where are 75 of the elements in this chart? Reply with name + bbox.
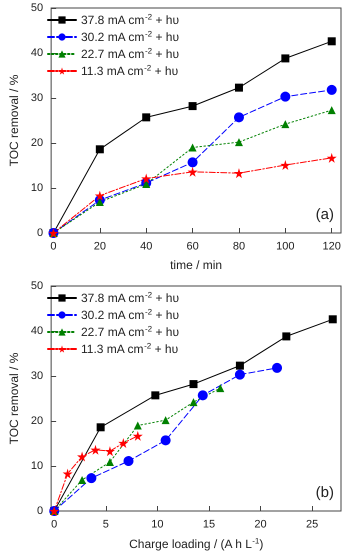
y-tick-label: 50	[30, 2, 44, 14]
point	[77, 452, 88, 462]
point	[94, 190, 105, 201]
y-tick-label: 0	[37, 227, 44, 239]
point	[106, 458, 114, 466]
point	[216, 384, 224, 392]
point	[189, 380, 198, 388]
y-tick-label: 10	[30, 182, 44, 194]
point	[281, 54, 290, 62]
y-tick-label: 0	[37, 505, 44, 517]
point	[124, 456, 134, 466]
y-tick-label: 20	[30, 415, 44, 427]
point	[134, 422, 142, 430]
x-tick-label: 5	[102, 518, 109, 530]
x-tick-label: 20	[254, 518, 267, 530]
point	[328, 37, 336, 46]
point	[234, 112, 244, 122]
x-tick-label: 120	[322, 240, 341, 252]
point	[328, 106, 336, 114]
y-tick-label: 20	[30, 137, 44, 149]
point	[188, 166, 198, 177]
point	[272, 362, 282, 373]
point	[78, 476, 86, 484]
y-axis-title: TOC removal / %	[7, 352, 21, 444]
point	[151, 391, 160, 400]
x-tick-label: 10	[151, 518, 164, 530]
x-tick-label: 15	[202, 518, 216, 530]
point	[234, 138, 243, 146]
point	[86, 473, 96, 484]
point	[234, 370, 245, 380]
annotation: (a)	[316, 206, 334, 223]
point	[96, 423, 105, 432]
point	[118, 438, 128, 448]
y-tick-label: 50	[30, 280, 44, 292]
y-tick-label: 40	[30, 47, 44, 59]
point	[188, 157, 198, 168]
x-tick-label: 0	[51, 518, 58, 530]
x-tick-label: 40	[140, 240, 152, 252]
x-tick-label: 60	[186, 240, 199, 252]
x-tick-label: 80	[232, 240, 246, 252]
point	[234, 84, 243, 92]
point	[104, 446, 115, 456]
point	[198, 390, 208, 400]
x-tick-label: 20	[94, 240, 106, 252]
y-tick-label: 10	[30, 460, 44, 472]
point	[188, 144, 197, 152]
x-tick-label: 0	[50, 240, 57, 252]
y-axis-title: TOC removal / %	[7, 74, 21, 166]
point	[96, 145, 104, 154]
point	[96, 198, 104, 206]
point	[142, 113, 150, 122]
point	[326, 152, 337, 163]
point	[328, 315, 337, 324]
y-tick-label: 40	[30, 325, 44, 337]
point	[189, 398, 198, 406]
point	[90, 444, 100, 455]
x-axis-title: time / min	[170, 258, 222, 272]
point	[141, 174, 152, 184]
point	[62, 468, 73, 479]
point	[282, 332, 290, 340]
point	[280, 160, 290, 170]
point	[281, 120, 290, 128]
point	[188, 102, 197, 110]
annotation: (b)	[316, 484, 334, 501]
point	[162, 416, 170, 424]
point	[280, 92, 290, 102]
point	[236, 362, 244, 370]
point	[234, 168, 244, 178]
point	[326, 84, 337, 95]
x-tick-label: 100	[276, 240, 295, 252]
y-tick-label: 30	[30, 370, 44, 382]
y-tick-label: 30	[30, 92, 44, 104]
point	[132, 430, 143, 441]
x-tick-label: 25	[306, 518, 318, 530]
point	[160, 435, 171, 446]
